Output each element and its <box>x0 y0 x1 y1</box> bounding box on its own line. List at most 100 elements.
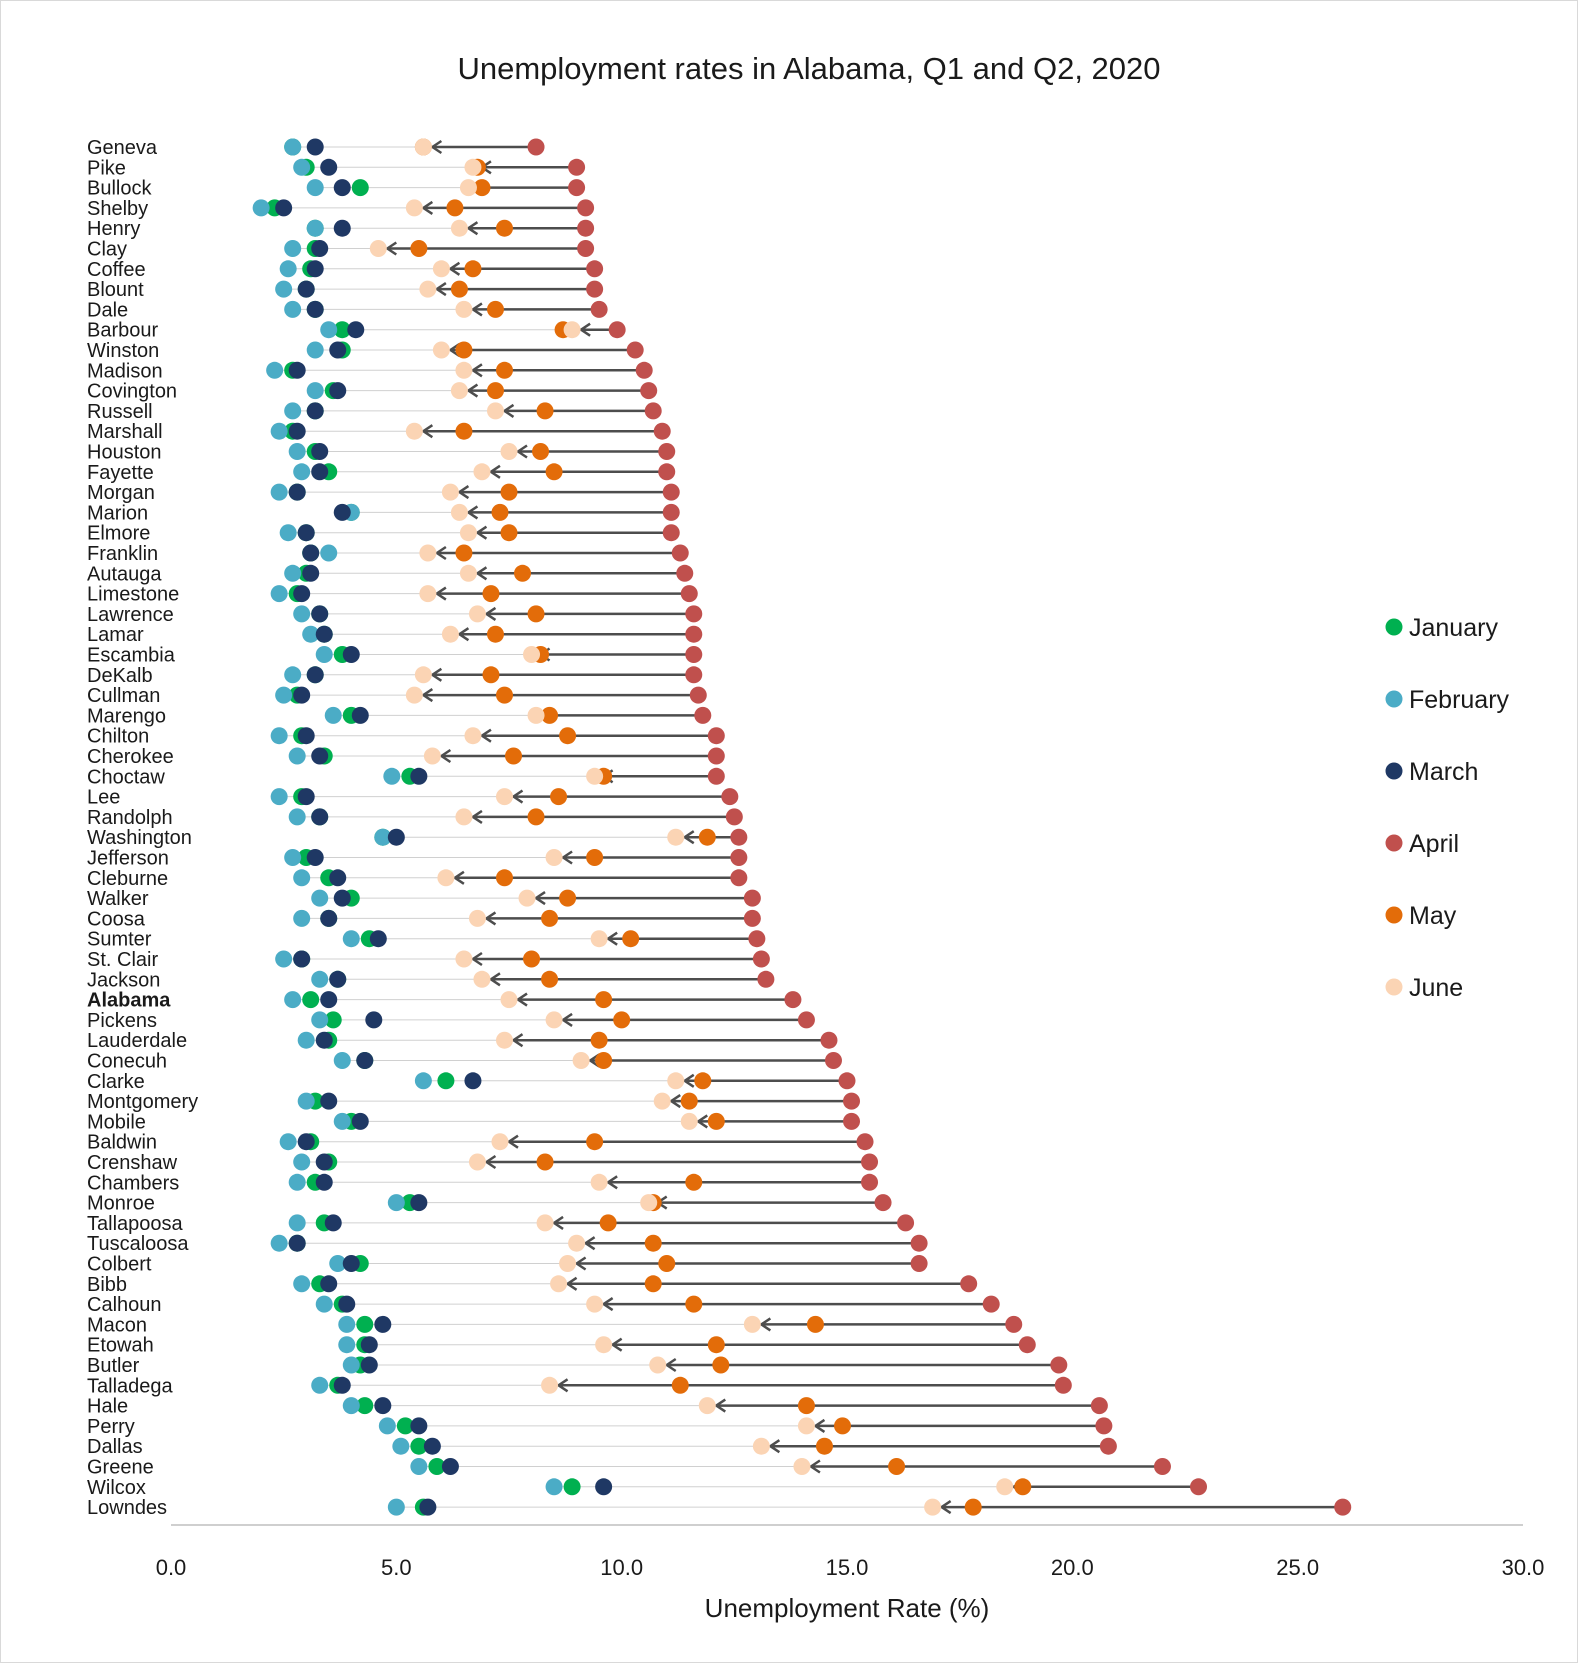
point-april <box>725 808 743 826</box>
point-may <box>514 564 532 582</box>
row-geneva: Geneva <box>87 137 545 159</box>
point-june <box>667 828 685 846</box>
point-february <box>293 605 311 623</box>
point-march <box>342 646 360 663</box>
point-june <box>518 889 536 907</box>
x-axis-label: Unemployment Rate (%) <box>705 1593 990 1623</box>
chart-title: Unemployment rates in Alabama, Q1 and Q2… <box>457 51 1160 86</box>
point-april <box>577 199 595 217</box>
county-label: Barbour <box>87 320 158 342</box>
row-bibb: Bibb <box>87 1274 978 1296</box>
row-coosa: Coosa <box>87 908 761 930</box>
county-label: Mobile <box>87 1111 146 1133</box>
point-march <box>297 1133 315 1151</box>
point-february <box>284 564 302 582</box>
arrow-head <box>476 566 488 581</box>
point-june <box>500 991 518 1009</box>
point-march <box>441 1458 459 1475</box>
point-may <box>1014 1478 1032 1496</box>
point-february <box>279 1133 297 1151</box>
point-april <box>1018 1336 1036 1354</box>
row-randolph: Randolph <box>87 807 743 829</box>
point-may <box>694 1072 712 1090</box>
point-march <box>360 1336 378 1354</box>
point-march <box>351 706 369 724</box>
row-madison: Madison <box>87 360 653 382</box>
point-march <box>410 767 428 785</box>
arrow-head <box>683 1073 695 1088</box>
point-april <box>982 1295 1000 1313</box>
point-june <box>450 219 468 237</box>
row-montgomery: Montgomery <box>87 1091 861 1113</box>
point-april <box>527 138 545 156</box>
point-may <box>495 361 513 379</box>
county-label: Macon <box>87 1314 147 1336</box>
row-clay: Clay <box>87 239 595 261</box>
legend-label: June <box>1409 974 1463 1002</box>
point-march <box>329 382 347 400</box>
county-label: Clarke <box>87 1071 145 1093</box>
row-autauga: Autauga <box>87 563 694 585</box>
arrow-head <box>769 1439 781 1454</box>
point-march <box>464 1072 482 1090</box>
point-may <box>613 1011 631 1029</box>
point-april <box>707 767 725 785</box>
point-march <box>387 828 405 846</box>
row-jackson: Jackson <box>87 969 775 991</box>
county-label: Sumter <box>87 929 152 951</box>
row-clarke: Clarke <box>87 1071 856 1093</box>
point-june <box>455 808 473 826</box>
point-february <box>284 402 302 420</box>
point-march <box>324 1214 342 1232</box>
point-june <box>523 646 541 663</box>
arrow-head <box>422 200 434 215</box>
point-february <box>320 321 338 339</box>
point-april <box>644 402 662 420</box>
point-may <box>541 970 559 988</box>
point-april <box>797 1011 815 1029</box>
point-june <box>464 158 482 176</box>
arrow-head <box>715 1398 726 1413</box>
arrow-head <box>503 403 515 418</box>
point-june <box>437 869 455 887</box>
arrow-head <box>449 261 461 276</box>
row-cherokee: Cherokee <box>87 746 725 768</box>
point-april <box>1054 1376 1072 1394</box>
arrow-head <box>602 1297 614 1312</box>
point-april <box>707 747 725 765</box>
county-label: Jackson <box>87 969 160 991</box>
arrow-head <box>467 221 479 236</box>
point-may <box>833 1417 851 1435</box>
county-label: Chambers <box>87 1172 179 1194</box>
point-march <box>311 605 329 623</box>
arrow-head <box>683 830 695 845</box>
x-tick-label: 0.0 <box>156 1555 187 1580</box>
county-label: Covington <box>87 381 177 403</box>
point-may <box>500 483 518 501</box>
arrow-head <box>440 748 452 764</box>
point-february <box>275 950 293 968</box>
point-april <box>577 240 595 257</box>
arrow-head <box>435 282 447 297</box>
point-april <box>671 544 689 562</box>
point-february <box>270 1234 288 1252</box>
point-june <box>419 544 437 562</box>
point-march <box>288 361 306 379</box>
point-june <box>468 605 486 623</box>
county-label: Walker <box>87 888 149 910</box>
point-june <box>550 1275 568 1293</box>
point-april <box>586 280 604 298</box>
point-april <box>1090 1397 1108 1415</box>
point-march <box>302 564 320 582</box>
county-label: Limestone <box>87 584 179 606</box>
point-april <box>586 260 604 278</box>
arrow-head <box>471 363 483 378</box>
point-march <box>369 930 387 948</box>
arrow-head <box>814 1418 826 1433</box>
arrow-head <box>422 424 434 439</box>
point-april <box>730 828 748 846</box>
point-april <box>685 605 703 623</box>
point-may <box>622 930 640 948</box>
point-february <box>306 179 324 197</box>
row-colbert: Colbert <box>87 1254 928 1276</box>
